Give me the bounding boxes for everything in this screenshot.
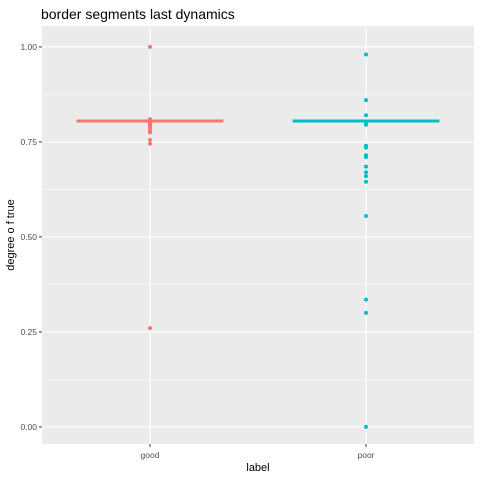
y-tick-label: 0.50: [20, 232, 37, 242]
data-point-poor: [364, 164, 368, 169]
data-points: [148, 44, 368, 429]
plot-panel: [42, 26, 474, 444]
data-point-poor: [364, 170, 368, 175]
data-point-poor: [364, 297, 368, 302]
x-axis: good poor: [141, 444, 375, 460]
data-point-poor: [364, 179, 368, 184]
data-point-poor: [364, 113, 368, 118]
data-point-good: [148, 141, 152, 146]
y-tick-label: 1.00: [20, 42, 37, 52]
x-axis-title: label: [246, 462, 269, 474]
grid-lines: [42, 26, 474, 444]
y-tick-label: 0.25: [20, 327, 37, 337]
data-point-poor: [364, 174, 368, 179]
data-point-poor: [364, 424, 368, 429]
data-point-good: [148, 326, 152, 331]
x-tick-label: poor: [357, 450, 374, 460]
y-axis: 0.00 0.25 0.50 0.75 1.00: [20, 42, 42, 432]
y-tick-label: 0.75: [20, 137, 37, 147]
y-tick-label: 0.00: [20, 422, 37, 432]
data-point-good: [148, 138, 152, 142]
data-point-good: [148, 130, 152, 135]
data-point-poor: [364, 52, 368, 57]
data-point-poor: [364, 214, 368, 218]
data-point-poor: [364, 155, 368, 160]
data-point-poor: [364, 98, 368, 103]
x-tick-label: good: [141, 450, 160, 460]
data-point-poor: [364, 310, 368, 315]
y-axis-title: degree o f true: [5, 199, 17, 271]
data-point-good: [148, 44, 152, 49]
data-point-poor: [364, 145, 368, 150]
data-point-poor: [364, 122, 368, 127]
chart-title: border segments last dynamics: [41, 6, 235, 22]
